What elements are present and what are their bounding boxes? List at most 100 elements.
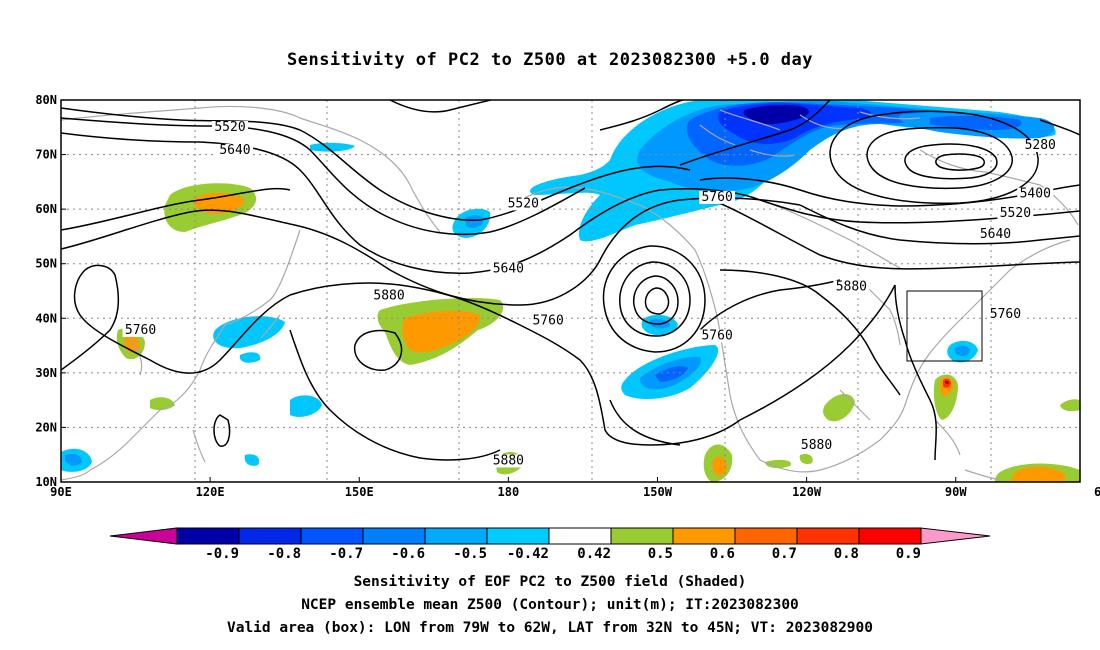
contour-label-bg — [833, 280, 870, 294]
colorbar-label: -0.7 — [329, 546, 363, 562]
contour-label: 5760 — [990, 307, 1021, 322]
negative-area-alaska-gulf — [310, 142, 355, 152]
positive-area-yucatan — [799, 453, 813, 465]
lat-tick-label: 80N — [35, 93, 57, 107]
colorbar-low-triangle — [109, 527, 178, 545]
colorbar-segment — [362, 527, 426, 545]
contour-label: 5880 — [801, 438, 832, 453]
footer-line-3: Valid area (box): LON from 79W to 62W, L… — [226, 620, 873, 636]
colorbar-segment — [238, 527, 302, 545]
negative-area-japan-2 — [239, 352, 261, 363]
contour-label-bg — [490, 262, 527, 276]
contour-label: 5640 — [980, 227, 1011, 242]
colorbar: -0.9 -0.8 -0.7 -0.6 -0.5 -0.42 0.42 0.5 0.6 0.7 0.… — [109, 527, 991, 562]
contour-5760-east — [894, 284, 937, 461]
contour-5760-loop-west — [61, 264, 291, 374]
lon-tick-label: 120W — [792, 485, 822, 499]
contour-label-bg — [490, 454, 527, 468]
colorbar-label: 0.42 — [577, 546, 611, 562]
contour-hudson-3 — [904, 143, 998, 180]
coastlines — [61, 105, 1079, 481]
contour-5880-south — [289, 329, 501, 461]
contour-hudson-outer — [829, 110, 1039, 204]
contour-hudson-4 — [935, 153, 985, 171]
contour-label: 5520 — [1000, 206, 1031, 221]
negative-area-polar-darkest — [743, 105, 810, 125]
lat-tick-label: 20N — [35, 420, 57, 434]
colorbar-label: 0.9 — [896, 546, 921, 562]
contour-na-5 — [679, 100, 831, 166]
colorbar-label: -0.9 — [205, 546, 239, 562]
footer-line-1: Sensitivity of EOF PC2 to Z500 field (Sh… — [353, 574, 747, 590]
lat-tick-label: 40N — [35, 311, 57, 325]
contour-5880-south-2 — [604, 419, 741, 446]
negative-area-bering-core — [465, 215, 484, 228]
lat-tick-label: 50N — [35, 257, 57, 271]
contour-low-4 — [644, 287, 670, 315]
contour-labels: 5520 5640 5760 5880 5520 5640 5760 5880 5760 5760… — [122, 120, 1059, 468]
contour-5520-mid — [61, 117, 586, 236]
colorbar-label: -0.6 — [391, 546, 425, 562]
contour-label: 5880 — [836, 279, 867, 294]
contour-label-bg — [122, 324, 159, 338]
positive-area-philippine — [150, 397, 175, 411]
contour-label: 5640 — [493, 261, 524, 276]
colorbar-segment — [486, 527, 550, 545]
contour-label-bg — [798, 439, 835, 453]
contour-hudson-2 — [866, 126, 1013, 190]
lon-tick-label: 180 — [498, 485, 520, 499]
contour-label: 5880 — [373, 289, 404, 304]
contour-5880-east — [739, 284, 896, 421]
contour-label: 5880 — [493, 453, 524, 468]
contour-label-bg — [1022, 139, 1059, 153]
contour-low-outer — [602, 245, 706, 353]
contour-label: 5280 — [1025, 138, 1056, 153]
contour-label: 5520 — [508, 196, 539, 211]
contour-na-1 — [759, 199, 1080, 224]
negative-area-tibet-spot — [244, 454, 260, 466]
lon-tick-label: 90E — [50, 485, 72, 499]
contour-label-bg — [371, 289, 408, 303]
colorbar-segment — [734, 527, 798, 545]
lon-tick-label: 150W — [643, 485, 673, 499]
colorbar-label: 0.6 — [710, 546, 735, 562]
positive-area-atlantic-east-core — [1010, 466, 1065, 482]
contour-label-bg — [977, 227, 1014, 241]
contour-na-6 — [1039, 119, 1080, 136]
contour-label-bg — [1017, 187, 1054, 201]
contour-low-2 — [619, 261, 691, 337]
contour-label: 5520 — [214, 120, 245, 135]
contour-5880-inner — [353, 329, 403, 371]
colorbar-label: 0.5 — [648, 546, 673, 562]
positive-area-pacific-ridge-core — [402, 310, 481, 353]
contour-5880-na — [719, 269, 901, 396]
map-frame — [60, 99, 1081, 483]
lat-tick-label: 10N — [35, 475, 57, 489]
colorbar-segment — [858, 527, 922, 545]
contour-5880-small — [213, 414, 231, 447]
negative-area-pacific-nw — [290, 395, 322, 417]
contour-label-bg — [212, 121, 249, 135]
contour-na-2 — [799, 204, 1080, 245]
colorbar-segment — [672, 527, 736, 545]
negative-area-east-pacific-deep — [655, 366, 688, 382]
z500-contours — [61, 100, 1080, 461]
negative-area-scs-core — [65, 453, 82, 466]
negative-area-atlantic-core — [955, 345, 970, 357]
colorbar-label: 0.7 — [772, 546, 797, 562]
lon-tick-label: 120E — [196, 485, 225, 499]
contour-label-bg — [699, 329, 736, 343]
contour-label-bg — [505, 197, 542, 211]
negative-area-greenland-core — [930, 115, 1022, 130]
lon-tick-label: 60W — [1094, 485, 1100, 499]
latitude-axis: 80N 70N 60N 50N 40N 30N 20N 10N — [35, 93, 66, 489]
lat-tick-label: 70N — [35, 148, 57, 162]
colorbar-segment — [610, 527, 674, 545]
lon-tick-label: 90W — [945, 485, 967, 499]
page-title: Sensitivity of PC2 to Z500 at 2023082300… — [286, 50, 813, 70]
positive-area-atlantic-hurricane-eye — [945, 380, 949, 385]
colorbar-segment — [300, 527, 364, 545]
contour-5640-west — [61, 132, 761, 274]
positive-area-mexico-core — [712, 456, 727, 476]
